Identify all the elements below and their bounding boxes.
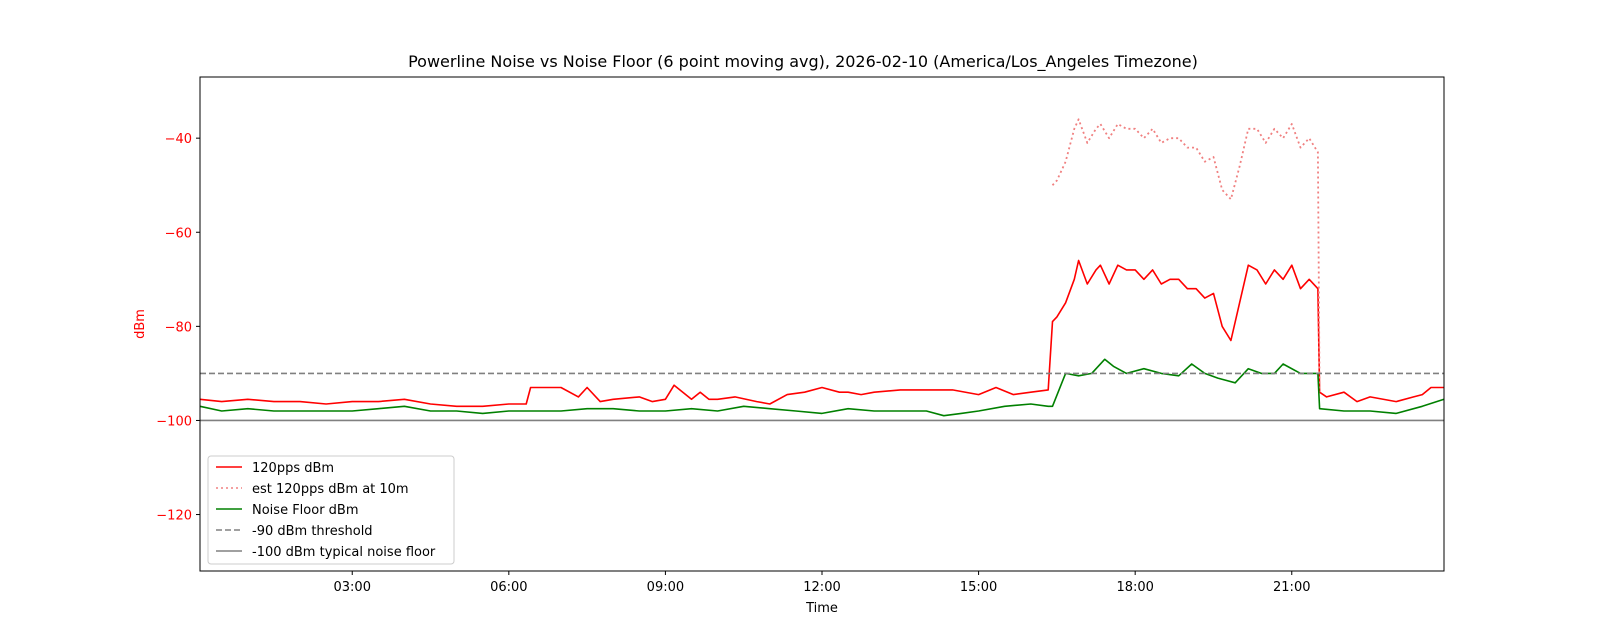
legend-label-90-dbm-threshold: -90 dBm threshold — [252, 524, 373, 539]
chart-title: Powerline Noise vs Noise Floor (6 point … — [408, 52, 1198, 72]
y-axis-label: dBm — [133, 309, 148, 339]
y-tick-label: −40 — [165, 132, 192, 147]
x-tick-label: 12:00 — [803, 580, 840, 595]
legend: 120pps dBm est 120pps dBm at 10m Noise Flo… — [207, 455, 455, 565]
series-line-est-120pps-dbm-at-10m — [1051, 118, 1321, 393]
x-tick-label: 06:00 — [490, 580, 527, 595]
y-axis-ticks: −40 −60 −80 −100 −120 — [156, 132, 200, 524]
x-axis-label: Time — [805, 601, 838, 616]
y-tick-label: −80 — [165, 320, 192, 335]
legend-label-100-dbm-typical-noise-floor: -100 dBm typical noise floor — [252, 545, 436, 560]
legend-label-120pps-dbm: 120pps dBm — [252, 461, 334, 476]
y-tick-label: −100 — [156, 414, 192, 429]
y-tick-label: −60 — [165, 226, 192, 241]
x-tick-label: 18:00 — [1116, 580, 1153, 595]
x-tick-label: 09:00 — [647, 580, 684, 595]
legend-label-est-120pps-dbm-at-10m: est 120pps dBm at 10m — [252, 482, 409, 497]
series-layer — [199, 118, 1445, 422]
y-tick-label: −120 — [156, 509, 192, 524]
x-tick-label: 15:00 — [960, 580, 997, 595]
series-line-120pps-dbm — [199, 259, 1444, 408]
legend-items: 120pps dBm est 120pps dBm at 10m Noise Flo… — [216, 461, 436, 560]
x-tick-label: 03:00 — [334, 580, 371, 595]
legend-label-noise-floor-dbm: Noise Floor dBm — [252, 503, 359, 518]
legend-box — [207, 455, 455, 565]
x-tick-label: 21:00 — [1273, 580, 1310, 595]
plot-frame — [199, 76, 1445, 572]
x-axis-ticks: 03:00 06:00 09:00 12:00 15:00 18:00 21:00 — [334, 571, 1310, 595]
series-line-noise-floor-dbm — [199, 358, 1445, 417]
